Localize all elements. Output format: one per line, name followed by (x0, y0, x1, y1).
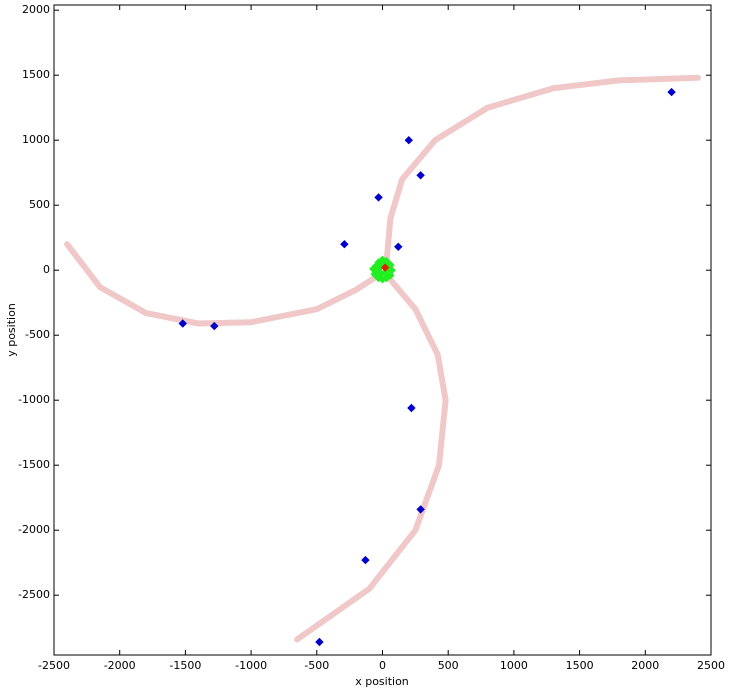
point (361, 555, 370, 565)
x-axis-label: x position (355, 675, 409, 688)
point (178, 319, 187, 328)
point (404, 135, 413, 145)
x-tick-label: 2000 (631, 659, 659, 672)
x-tick-label: 0 (379, 659, 386, 672)
x-tick-label: 1000 (500, 659, 528, 672)
y-tick-label: -1000 (18, 393, 50, 406)
point (380, 263, 390, 272)
curve (294, 275, 449, 643)
x-tick-label: -1000 (235, 659, 267, 672)
curve (383, 74, 701, 267)
x-tick-label: -1500 (169, 659, 201, 672)
point (373, 267, 382, 276)
x-tick-label: -2000 (104, 659, 136, 672)
point (210, 321, 219, 331)
x-tick-label: 2500 (697, 659, 725, 672)
y-tick-label: -2000 (18, 523, 50, 536)
point (374, 193, 383, 202)
y-tick-label: 500 (29, 198, 50, 211)
y-tick-label: -2500 (18, 588, 50, 601)
point (394, 242, 403, 252)
curve (64, 241, 386, 327)
point (416, 171, 425, 180)
y-tick-label: -500 (25, 328, 50, 341)
plot-frame (53, 4, 712, 656)
y-tick-label: 2000 (22, 3, 50, 16)
y-axis-label: y position (5, 303, 18, 357)
y-tick-label: 0 (43, 263, 50, 276)
x-tick-label: 1500 (566, 659, 594, 672)
x-tick-label: -500 (304, 659, 329, 672)
point (315, 637, 324, 647)
y-tick-label: 1500 (22, 68, 50, 81)
x-tick-label: -2500 (38, 659, 70, 672)
x-tick-label: 500 (438, 659, 459, 672)
point (667, 87, 676, 97)
point (340, 239, 349, 249)
point (416, 505, 425, 514)
y-tick-label: -1500 (18, 458, 50, 471)
point (407, 403, 416, 413)
y-tick-label: 1000 (22, 133, 50, 146)
